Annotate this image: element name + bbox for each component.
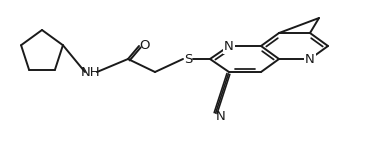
Text: NH: NH bbox=[81, 66, 101, 79]
Text: S: S bbox=[184, 52, 192, 66]
Text: O: O bbox=[139, 38, 149, 52]
Text: N: N bbox=[216, 110, 226, 123]
Text: N: N bbox=[224, 39, 234, 52]
Text: N: N bbox=[305, 52, 315, 66]
